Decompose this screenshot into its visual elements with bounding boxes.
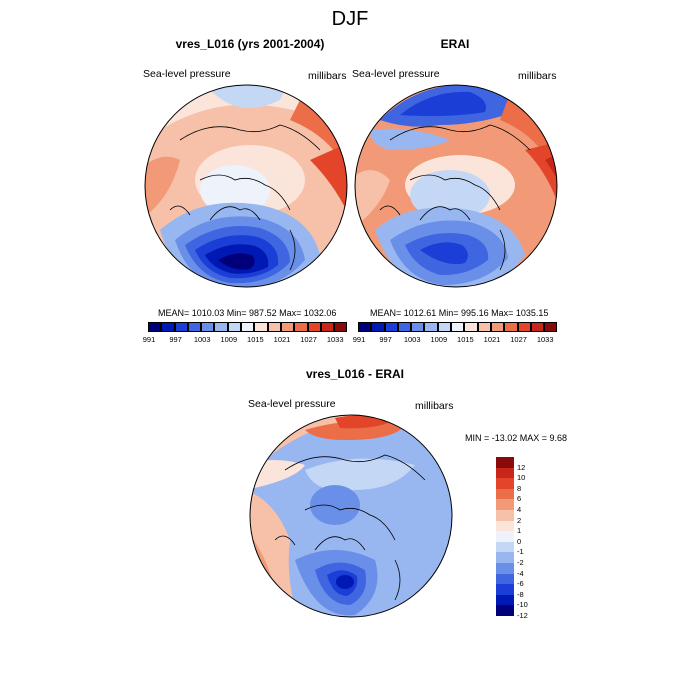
diff-colorbar-tick-label: 8 <box>517 483 522 493</box>
diff-colorbar-swatch <box>496 531 514 542</box>
panel-2-stats: MEAN= 1012.61 Min= 995.16 Max= 1035.15 <box>370 308 549 318</box>
panel-2-colorbar: 991 997 1003 1009 1015 1021 1027 1033 <box>353 322 558 344</box>
page-title: DJF <box>331 8 369 30</box>
panel-1-colorbar-swatch <box>227 322 242 332</box>
panel-2-units-label: millibars <box>518 70 557 82</box>
diff-colorbar-tick-label: 10 <box>517 473 526 483</box>
diff-colorbar-swatch <box>496 499 514 510</box>
panel-1-polar-map <box>144 84 348 288</box>
diff-colorbar-tick-label: -2 <box>517 558 524 567</box>
panel-2-colorbar-swatch <box>517 322 531 332</box>
panel-2-pressure-field <box>355 85 557 287</box>
diff-panel-polar-map <box>249 414 453 618</box>
panel-2-polar-map <box>354 84 558 288</box>
panel-2-title: ERAI <box>440 37 470 51</box>
panel-2-colorbar-swatch <box>504 322 518 332</box>
panel-1-stats: MEAN= 1010.03 Min= 987.52 Max= 1032.06 <box>158 308 337 318</box>
panel-1-colorbar-tick-label: 997 <box>169 335 182 344</box>
panel-2-colorbar-swatch <box>358 322 372 332</box>
panel-2-colorbar-tick-label: 1003 <box>403 335 421 344</box>
panel-2-variable-label: Sea-level pressure <box>352 68 440 80</box>
panel-1-colorbar: 991 997 1003 1009 1015 1021 1027 1033 <box>143 322 348 344</box>
diff-colorbar-swatch <box>496 562 514 574</box>
diff-colorbar-swatch <box>496 594 514 606</box>
panel-1-colorbar-swatch <box>161 322 175 332</box>
panel-2-colorbar-swatch <box>397 322 412 332</box>
diff-colorbar-tick-label: 4 <box>517 505 522 514</box>
diff-panel-pressure-field <box>250 415 452 617</box>
panel-1-colorbar-swatch <box>241 322 255 332</box>
panel-1-colorbar-tick-label: 1033 <box>326 335 344 344</box>
diff-colorbar-tick-label: -1 <box>517 547 524 557</box>
diff-colorbar-swatch <box>496 467 514 479</box>
diff-colorbar-tick-label: 6 <box>517 494 522 504</box>
panel-1-pressure-field <box>145 85 347 287</box>
panel-1-units-label: millibars <box>308 70 347 82</box>
panel-1-colorbar-tick-label: 1015 <box>247 335 264 344</box>
diff-colorbar-swatch <box>496 457 514 468</box>
panel-2-colorbar-swatch <box>437 322 452 332</box>
panel-1-colorbar-swatch <box>148 322 162 332</box>
panel-1-colorbar-swatch <box>214 322 228 332</box>
diff-colorbar-tick-label: -10 <box>517 600 528 610</box>
panel-1-colorbar-swatch <box>280 322 295 332</box>
panel-1-colorbar-swatch <box>267 322 281 332</box>
panel-2-colorbar-swatch <box>477 322 491 332</box>
panel-2-colorbar-tick-label: 1009 <box>430 335 448 344</box>
diff-panel-stats: MIN = -13.02 MAX = 9.68 <box>465 433 568 443</box>
diff-colorbar-swatch <box>496 552 514 563</box>
panel-2-colorbar-tick-label: 991 <box>352 335 366 344</box>
diff-colorbar-swatch <box>496 584 514 595</box>
diff-colorbar-tick-label: 2 <box>517 515 522 525</box>
panel-2-colorbar-swatch <box>411 322 425 332</box>
panel-2-colorbar-tick-label: 1021 <box>483 335 501 344</box>
diff-colorbar-swatch <box>496 573 514 585</box>
panel-1-colorbar-tick-label: 1027 <box>300 335 317 344</box>
panel-2-colorbar-swatch <box>464 322 478 332</box>
panel-1-variable-label: Sea-level pressure <box>143 68 231 80</box>
diff-colorbar-swatch <box>496 541 514 553</box>
panel-1-colorbar-swatch <box>294 322 308 332</box>
panel-2-colorbar-swatch <box>371 322 385 332</box>
panel-2-colorbar-swatch <box>384 322 398 332</box>
diff-panel-colorbar: 12 10 8 6 4 2 1 0 -1 -2 -4 -6 -8 -10 -12 <box>496 457 528 620</box>
panel-2-colorbar-tick-label: 1015 <box>457 335 474 344</box>
panel-1-colorbar-swatch <box>174 322 188 332</box>
diff-panel-variable-label: Sea-level pressure <box>248 398 336 410</box>
panel-2-colorbar-swatch <box>530 322 545 332</box>
panel-1-title: vres_L016 (yrs 2001-2004) <box>175 37 325 51</box>
panel-2-colorbar-swatch <box>544 322 558 332</box>
diff-colorbar-swatch <box>496 509 514 521</box>
diff-panel-title: vres_L016 - ERAI <box>305 367 405 381</box>
diff-panel-units-label: millibars <box>415 400 454 412</box>
panel-1-colorbar-swatch <box>334 322 348 332</box>
panel-2-colorbar-swatch <box>424 322 438 332</box>
panel-1-colorbar-swatch <box>307 322 321 332</box>
panel-1-colorbar-swatch <box>320 322 335 332</box>
diff-colorbar-tick-label: -6 <box>517 579 524 589</box>
diff-colorbar-tick-label: -12 <box>517 611 528 620</box>
diff-colorbar-swatch <box>496 605 514 616</box>
panel-1-colorbar-tick-label: 1003 <box>193 335 211 344</box>
diff-colorbar-tick-label: 12 <box>517 462 526 472</box>
panel-1-colorbar-swatch <box>187 322 202 332</box>
diff-colorbar-tick-label: -4 <box>517 568 524 578</box>
panel-2-colorbar-swatch <box>451 322 465 332</box>
panel-2-colorbar-tick-label: 1033 <box>536 335 554 344</box>
panel-2-colorbar-swatch <box>490 322 505 332</box>
diff-colorbar-tick-label: -8 <box>517 589 524 599</box>
diff-colorbar-swatch <box>496 478 514 489</box>
diff-colorbar-swatch <box>496 488 514 500</box>
panel-2-colorbar-tick-label: 1027 <box>510 335 527 344</box>
diff-colorbar-tick-label: 1 <box>517 526 522 536</box>
panel-1-colorbar-tick-label: 991 <box>142 335 156 344</box>
diff-colorbar-swatch <box>496 520 514 532</box>
panel-2-colorbar-tick-label: 997 <box>379 335 392 344</box>
panel-1-colorbar-tick-label: 1009 <box>220 335 238 344</box>
panel-1-colorbar-tick-label: 1021 <box>273 335 291 344</box>
diff-colorbar-tick-label: 0 <box>517 536 522 546</box>
panel-1-colorbar-swatch <box>201 322 215 332</box>
panel-1-colorbar-swatch <box>254 322 268 332</box>
